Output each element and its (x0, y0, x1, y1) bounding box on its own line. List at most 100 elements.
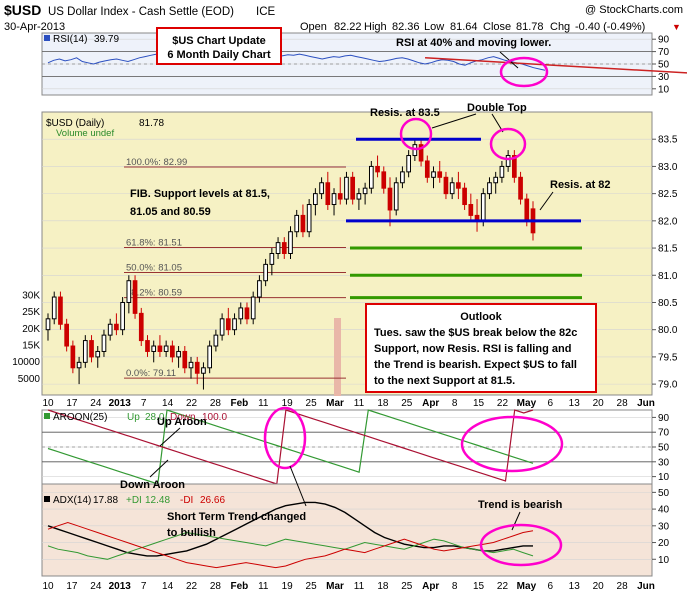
candle-body (70, 345, 76, 369)
x-tick-label: 22 (186, 581, 198, 592)
header-name: US Dollar Index - Cash Settle (EOD) (48, 6, 234, 18)
candle-body (337, 193, 343, 200)
aroon-axis-tick-label: 50 (658, 443, 670, 454)
candle-body (157, 345, 163, 352)
candle-body (126, 280, 132, 303)
rsi-grid (42, 38, 652, 90)
candle-body (51, 296, 57, 320)
price-value: 81.78 (139, 118, 164, 129)
x-tick-label: 13 (569, 581, 581, 592)
adx-grid (42, 492, 652, 560)
x-tick-label: 15 (473, 581, 485, 592)
chg-value: -0.40 (-0.49%) (575, 21, 645, 33)
x-tick-label: 13 (569, 398, 581, 409)
candle-body (207, 345, 213, 369)
candle-body (225, 318, 231, 331)
aroon-up-line (47, 409, 534, 485)
x-tick-label: Mar (326, 581, 344, 592)
candle-body (201, 367, 206, 374)
candle-body (306, 204, 312, 233)
candle-body (524, 198, 530, 222)
candle-body (269, 253, 275, 265)
mdi-series-line (47, 521, 534, 569)
down-aroon-pointer (149, 459, 169, 478)
candle-body (313, 193, 318, 206)
candle-body (356, 193, 362, 200)
candle-body (257, 280, 262, 298)
adx-bearish-circle (479, 523, 563, 567)
x-tick-label: 11 (354, 398, 365, 409)
resis-82-pointer (539, 191, 554, 211)
x-tick-label: 17 (66, 581, 78, 592)
candle-body (300, 214, 306, 233)
x-tick-label: 11 (354, 581, 365, 592)
candle-body (250, 296, 256, 320)
trend-bearish-pointer (511, 511, 521, 531)
x-tick-label: 22 (186, 398, 198, 409)
volume-tick-label: 25K (22, 307, 40, 318)
header-exchange: ICE (256, 6, 276, 18)
volume-bar (334, 318, 341, 396)
adx-label: ADX(14) (53, 495, 91, 506)
low-value: 81.64 (450, 21, 478, 33)
annotations: $US Chart Update 6 Month Daily Chart RSI… (120, 27, 611, 567)
aroon-axis-tick-label: 70 (658, 428, 670, 439)
fib-level-label: 38.2%: 80.59 (126, 288, 182, 299)
candle-body (64, 323, 69, 347)
aroon-down-name: Down (170, 412, 196, 423)
double-top-pointer-1 (431, 113, 477, 129)
x-tick-label: 25 (401, 581, 413, 592)
top-1-circle (399, 117, 433, 151)
x-tick-label: 11 (258, 581, 269, 592)
update-title-box (156, 27, 282, 65)
candle-body (499, 165, 505, 178)
candle-body (350, 176, 356, 200)
outlook-line-3: the Trend is bearish. Expect $US to fall (374, 359, 577, 371)
x-tick-label: 22 (497, 398, 509, 409)
high-label: High (364, 21, 387, 33)
mdi-value: 26.66 (200, 495, 225, 506)
adx-legend-swatch (44, 496, 50, 502)
price-axis-tick-label: 81.5 (658, 244, 678, 255)
close-label: Close (483, 21, 511, 33)
candle-body (107, 323, 113, 336)
rsi-axis-tick-label: 30 (658, 72, 670, 83)
x-tick-label: Feb (230, 398, 248, 409)
rsi-axis-tick-label: 70 (658, 47, 670, 58)
candle-body (163, 345, 169, 352)
candle-body (170, 345, 175, 358)
candle-body (456, 182, 461, 189)
candle-body (114, 323, 119, 331)
candle-body (194, 361, 200, 374)
price-axis-tick-label: 79.5 (658, 352, 678, 363)
adx-axis-ticks: 50 40 30 20 10 (652, 488, 670, 566)
volume-axis-ticks: 30K 25K 20K 15K 10000 5000 (12, 291, 40, 385)
fib-level-label: 0.0%: 79.11 (126, 368, 176, 379)
candle-body (294, 214, 300, 233)
top-2-circle (489, 127, 527, 161)
candle-body (406, 155, 411, 173)
header-symbol: $USD (4, 2, 41, 18)
price-axis-tick-label: 81.0 (658, 271, 678, 282)
rsi-highlight-circle (499, 56, 549, 88)
candle-body (244, 307, 250, 320)
adx-axis-tick-label: 30 (658, 521, 670, 532)
up-aroon-pointer (159, 427, 181, 447)
aroon-down-line (47, 409, 534, 485)
candle-body (82, 340, 88, 363)
candle-body (138, 312, 144, 342)
ohlc-readout: Open 82.22 High 82.36 Low 81.64 Close 81… (300, 21, 681, 33)
candle-body (393, 182, 399, 211)
fib-note-2: 81.05 and 80.59 (130, 206, 211, 218)
x-tick-label: 25 (306, 581, 318, 592)
x-tick-label: 10 (42, 398, 54, 409)
candle-body (449, 182, 455, 195)
adx-panel: 50 40 30 20 10 ADX(14) 17.88 +DI 12.48 -DI 2… (41, 483, 670, 577)
x-tick-label: 8 (452, 398, 458, 409)
x-tick-label: 2013 (109, 581, 132, 592)
adx-axis-tick-label: 50 (658, 488, 670, 499)
chg-label: Chg (550, 21, 570, 33)
volume-tick-label: 20K (22, 324, 40, 335)
candle-body (145, 340, 150, 352)
